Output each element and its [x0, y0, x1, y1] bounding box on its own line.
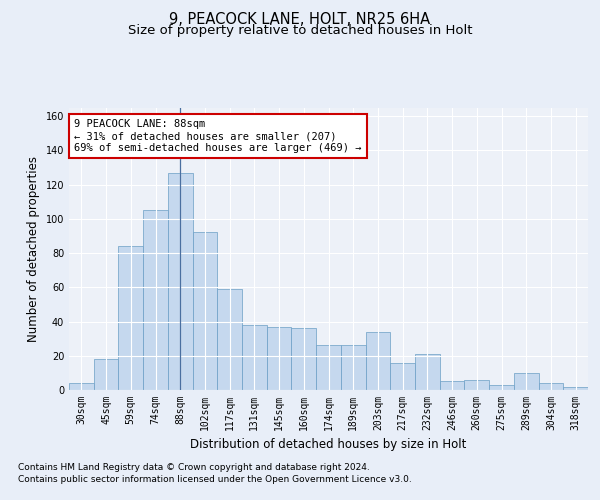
Bar: [267, 326, 292, 390]
Bar: [341, 346, 365, 390]
Text: 9 PEACOCK LANE: 88sqm
← 31% of detached houses are smaller (207)
69% of semi-det: 9 PEACOCK LANE: 88sqm ← 31% of detached …: [74, 120, 361, 152]
Bar: [292, 328, 316, 390]
Bar: [440, 382, 464, 390]
Bar: [94, 359, 118, 390]
Bar: [217, 289, 242, 390]
Bar: [464, 380, 489, 390]
Text: Size of property relative to detached houses in Holt: Size of property relative to detached ho…: [128, 24, 472, 37]
Bar: [415, 354, 440, 390]
Bar: [514, 373, 539, 390]
Bar: [563, 386, 588, 390]
Bar: [143, 210, 168, 390]
Bar: [316, 346, 341, 390]
Bar: [489, 385, 514, 390]
Bar: [390, 362, 415, 390]
Y-axis label: Number of detached properties: Number of detached properties: [27, 156, 40, 342]
Text: 9, PEACOCK LANE, HOLT, NR25 6HA: 9, PEACOCK LANE, HOLT, NR25 6HA: [169, 12, 431, 28]
Bar: [118, 246, 143, 390]
Bar: [168, 172, 193, 390]
Text: Contains public sector information licensed under the Open Government Licence v3: Contains public sector information licen…: [18, 475, 412, 484]
Bar: [242, 325, 267, 390]
Bar: [365, 332, 390, 390]
Text: Contains HM Land Registry data © Crown copyright and database right 2024.: Contains HM Land Registry data © Crown c…: [18, 462, 370, 471]
Bar: [539, 383, 563, 390]
Bar: [69, 383, 94, 390]
Bar: [193, 232, 217, 390]
X-axis label: Distribution of detached houses by size in Holt: Distribution of detached houses by size …: [190, 438, 467, 452]
